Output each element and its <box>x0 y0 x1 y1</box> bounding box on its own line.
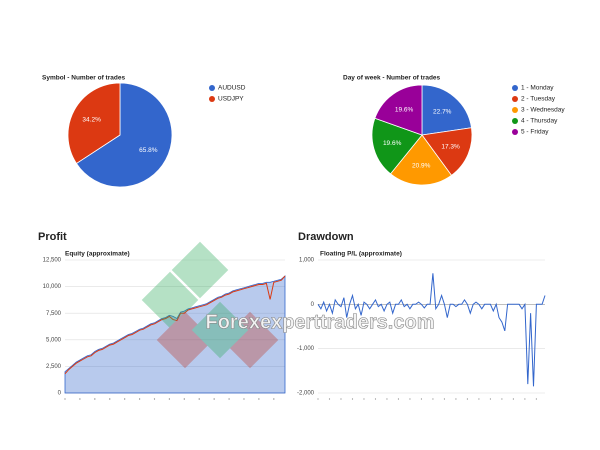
slice-label: 20.9% <box>412 163 431 170</box>
x-tick-dot <box>409 398 411 400</box>
legend-swatch <box>512 129 518 135</box>
y-tick-label: 7,500 <box>46 311 62 317</box>
y-tick-label: 10,000 <box>43 284 62 290</box>
legend-label: USDJPY <box>218 96 244 103</box>
x-tick-dot <box>501 398 503 400</box>
y-tick-label: 1,000 <box>299 258 315 264</box>
legend-swatch <box>512 96 518 102</box>
chart-title: Day of week - Number of trades <box>343 75 441 82</box>
area <box>64 275 286 394</box>
pie-slice <box>67 82 121 164</box>
legend-label: 3 - Wednesday <box>521 107 565 114</box>
legend-label: 4 - Thursday <box>521 118 558 125</box>
legend-label: 5 - Friday <box>521 129 549 136</box>
legend-swatch <box>512 85 518 91</box>
slice-label: 22.7% <box>433 108 452 115</box>
x-tick-dot <box>466 398 469 400</box>
chart-subtitle: Equity (approximate) <box>65 251 130 258</box>
x-tick-dot <box>351 398 354 400</box>
line <box>317 273 546 387</box>
legend-label: 1 - Monday <box>521 85 554 92</box>
x-tick-dot <box>363 398 365 400</box>
pie-slice <box>75 82 173 188</box>
pie-slice <box>389 134 453 186</box>
pie-slice <box>421 127 473 176</box>
watermark: Forexexperttraders.com <box>206 311 435 333</box>
x-tick-dot <box>317 398 319 400</box>
legend-swatch <box>209 85 215 91</box>
y-tick-label: 5,000 <box>46 337 62 343</box>
x-tick-dot <box>64 398 66 400</box>
y-tick-label: -1,000 <box>297 346 315 352</box>
x-tick-dot <box>328 398 331 400</box>
x-tick-dot <box>432 398 434 400</box>
x-tick-dot <box>273 398 275 400</box>
x-tick-dot <box>374 398 377 400</box>
x-tick-dot <box>153 398 156 400</box>
line <box>64 275 286 375</box>
x-tick-dot <box>243 398 245 400</box>
legend-swatch <box>512 107 518 113</box>
x-tick-dot <box>258 398 260 400</box>
y-tick-label: 2,500 <box>46 364 62 370</box>
pie-slice <box>374 84 423 136</box>
slice-label: 17.3% <box>441 144 460 151</box>
x-tick-dot <box>512 398 514 400</box>
slice-label: 65.8% <box>139 147 158 154</box>
x-tick-dot <box>79 398 81 400</box>
slice-label: 19.6% <box>395 106 414 113</box>
x-tick-dot <box>94 398 96 400</box>
x-tick-dot <box>340 398 342 400</box>
x-tick-dot <box>124 398 126 400</box>
x-tick-dot <box>198 398 200 400</box>
chart-title: Profit <box>38 231 67 243</box>
x-tick-dot <box>489 398 492 400</box>
x-tick-dot <box>168 398 171 400</box>
slice-label: 34.2% <box>82 116 101 123</box>
pie-slice <box>371 117 423 175</box>
chart-title: Drawdown <box>298 231 354 243</box>
legend-swatch <box>209 96 215 102</box>
x-tick-dot <box>524 398 526 400</box>
slice-label: 19.6% <box>383 140 402 147</box>
y-tick-label: 12,500 <box>43 258 62 264</box>
x-tick-dot <box>138 398 141 400</box>
x-tick-dot <box>397 398 400 400</box>
x-tick-dot <box>183 398 185 400</box>
y-tick-label: 0 <box>311 302 315 308</box>
x-tick-dot <box>420 398 423 400</box>
x-tick-dot <box>109 398 111 400</box>
x-tick-dot <box>478 398 480 400</box>
x-tick-dot <box>535 398 537 400</box>
x-tick-dot <box>213 398 215 400</box>
legend-swatch <box>512 118 518 124</box>
legend-label: 2 - Tuesday <box>521 96 556 103</box>
legend-label: AUDUSD <box>218 85 246 92</box>
y-tick-label: 0 <box>58 391 62 397</box>
pie-slice <box>421 84 472 136</box>
x-tick-dot <box>228 398 230 400</box>
chart-subtitle: Floating P/L (approximate) <box>320 251 402 258</box>
x-tick-dot <box>455 398 457 400</box>
y-tick-label: -2,000 <box>297 391 315 397</box>
chart-title: Symbol - Number of trades <box>42 75 125 82</box>
x-tick-dot <box>386 398 388 400</box>
x-tick-dot <box>443 398 446 400</box>
